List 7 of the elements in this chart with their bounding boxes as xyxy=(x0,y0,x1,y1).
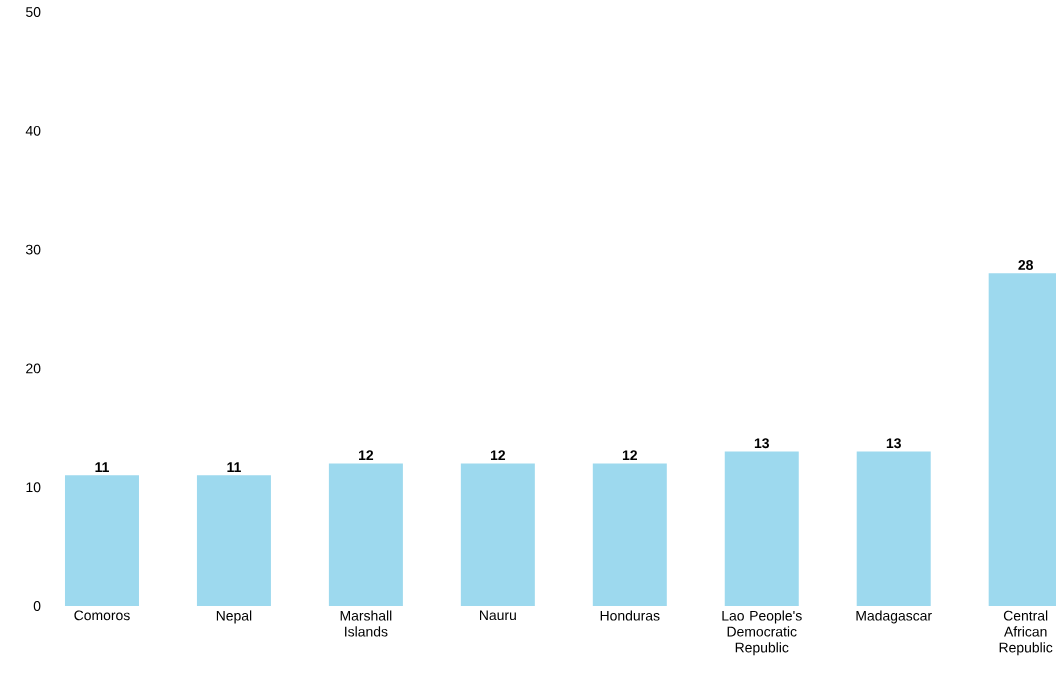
bar xyxy=(328,463,403,606)
bar xyxy=(460,463,535,606)
bar xyxy=(724,451,799,606)
bar xyxy=(592,463,667,606)
bar xyxy=(856,451,931,606)
bar xyxy=(196,475,271,606)
bar xyxy=(64,475,139,606)
